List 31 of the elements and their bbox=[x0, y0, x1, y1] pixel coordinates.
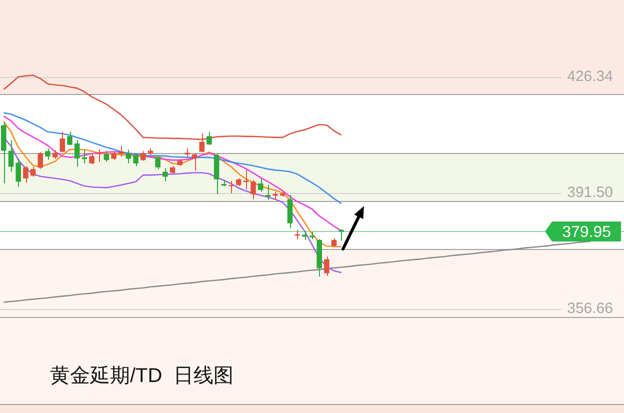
candlestick bbox=[104, 150, 110, 162]
candlestick bbox=[126, 149, 132, 164]
candlestick bbox=[250, 180, 256, 200]
y-tick-label: 356.66 bbox=[567, 300, 613, 318]
candlestick bbox=[118, 146, 124, 158]
candlestick bbox=[338, 228, 344, 242]
candlestick bbox=[192, 152, 198, 172]
candlestick bbox=[89, 154, 94, 165]
candlestick bbox=[74, 140, 80, 168]
candlestick bbox=[324, 256, 330, 276]
candlestick bbox=[8, 140, 14, 172]
candlestick bbox=[140, 150, 146, 162]
candlestick bbox=[243, 170, 249, 190]
candlestick bbox=[155, 156, 160, 170]
candlestick bbox=[67, 131, 72, 146]
y-tick-label: 391.50 bbox=[567, 184, 613, 202]
candlestick bbox=[30, 166, 36, 178]
y-tick-label: 426.34 bbox=[567, 68, 613, 86]
text: 黄金延期/TD 日线图 bbox=[50, 364, 234, 388]
candlestick bbox=[206, 131, 212, 146]
candlestick bbox=[23, 166, 28, 184]
candlestick bbox=[133, 152, 138, 167]
candlestick bbox=[258, 178, 264, 192]
candlestick bbox=[162, 168, 168, 182]
candlestick bbox=[287, 194, 293, 229]
candlestick bbox=[38, 152, 44, 170]
ref-line-label: 379.95 bbox=[562, 224, 612, 241]
candlestick bbox=[60, 131, 66, 153]
candlestick bbox=[228, 180, 234, 194]
candlestick bbox=[45, 148, 50, 160]
candlestick bbox=[16, 158, 21, 188]
